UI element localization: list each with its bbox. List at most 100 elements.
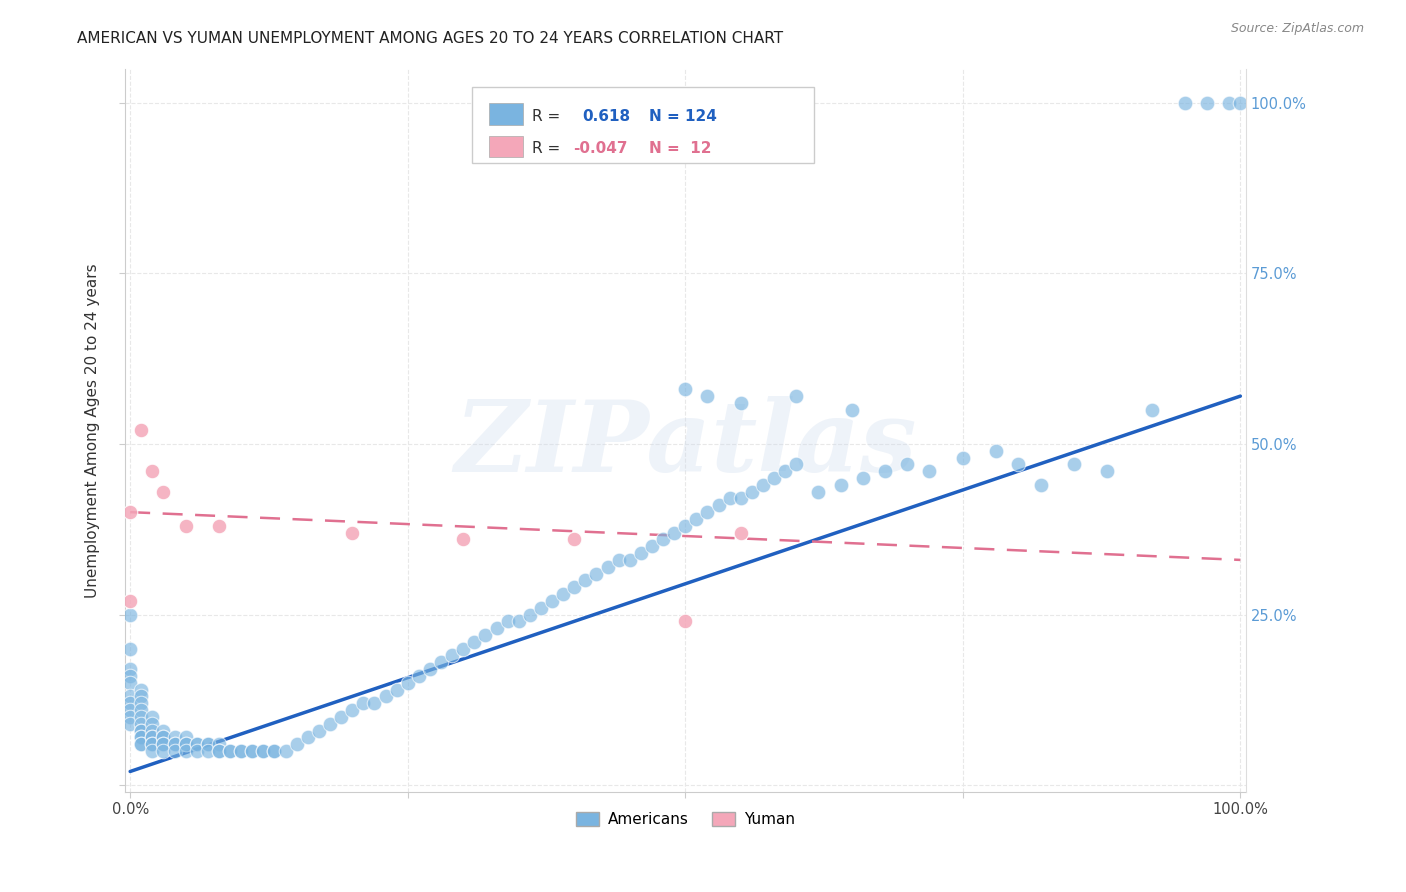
Americans [129,696,152,710]
Americans [1029,478,1052,492]
Americans [120,690,142,704]
Americans [252,744,274,758]
Americans [141,716,163,731]
Legend: Americans, Yuman: Americans, Yuman [568,805,803,835]
Americans [308,723,330,738]
Americans [186,737,208,751]
Americans [285,737,308,751]
Americans [120,710,142,724]
Text: R =: R = [531,109,560,124]
Americans [174,744,197,758]
Americans [208,737,231,751]
Americans [707,498,730,512]
Americans [129,690,152,704]
Americans [451,641,474,656]
Americans [696,389,718,403]
Americans [875,464,897,478]
Americans [129,723,152,738]
Americans [685,512,707,526]
Yuman [174,518,197,533]
Text: R =: R = [531,141,560,156]
Americans [662,525,685,540]
Americans [741,484,763,499]
FancyBboxPatch shape [472,87,814,162]
Americans [441,648,464,663]
Americans [952,450,974,465]
Americans [1174,95,1197,110]
Americans [340,703,363,717]
Americans [385,682,408,697]
Americans [208,744,231,758]
Americans [408,669,430,683]
FancyBboxPatch shape [489,103,523,125]
Americans [141,744,163,758]
Americans [530,600,553,615]
Americans [585,566,607,581]
Americans [374,690,396,704]
Americans [896,458,918,472]
Americans [120,696,142,710]
Americans [129,710,152,724]
Yuman [129,423,152,437]
Americans [419,662,441,676]
Americans [120,641,142,656]
Americans [120,675,142,690]
Americans [129,737,152,751]
Yuman [673,615,696,629]
Americans [519,607,541,622]
Yuman [141,464,163,478]
Americans [508,615,530,629]
Text: ZIPatlas: ZIPatlas [454,396,917,493]
Americans [186,744,208,758]
Americans [652,533,675,547]
Americans [918,464,941,478]
Americans [553,587,575,601]
Americans [673,382,696,396]
Americans [574,574,596,588]
Yuman [730,525,752,540]
Americans [841,402,863,417]
Americans [129,731,152,745]
Americans [129,716,152,731]
Americans [129,737,152,751]
Americans [1140,402,1163,417]
Americans [785,458,807,472]
Americans [474,628,496,642]
Americans [129,723,152,738]
Americans [141,723,163,738]
Americans [152,731,174,745]
Text: N = 124: N = 124 [650,109,717,124]
Americans [120,662,142,676]
Americans [496,615,519,629]
Americans [619,553,641,567]
Yuman [120,505,142,519]
Americans [352,696,374,710]
Americans [152,731,174,745]
Americans [174,737,197,751]
Americans [152,723,174,738]
Americans [297,731,319,745]
Americans [197,737,219,751]
Americans [785,389,807,403]
Yuman [152,484,174,499]
Americans [485,621,508,635]
Text: Source: ZipAtlas.com: Source: ZipAtlas.com [1230,22,1364,36]
Americans [984,443,1007,458]
Americans [141,737,163,751]
Americans [1095,464,1118,478]
Americans [174,731,197,745]
Americans [1007,458,1029,472]
Americans [219,744,242,758]
Americans [129,703,152,717]
Americans [363,696,385,710]
Americans [541,594,564,608]
Americans [807,484,830,499]
Americans [120,669,142,683]
Americans [197,737,219,751]
Americans [120,607,142,622]
Americans [696,505,718,519]
Americans [730,491,752,506]
Americans [330,710,353,724]
Americans [141,710,163,724]
Americans [219,744,242,758]
